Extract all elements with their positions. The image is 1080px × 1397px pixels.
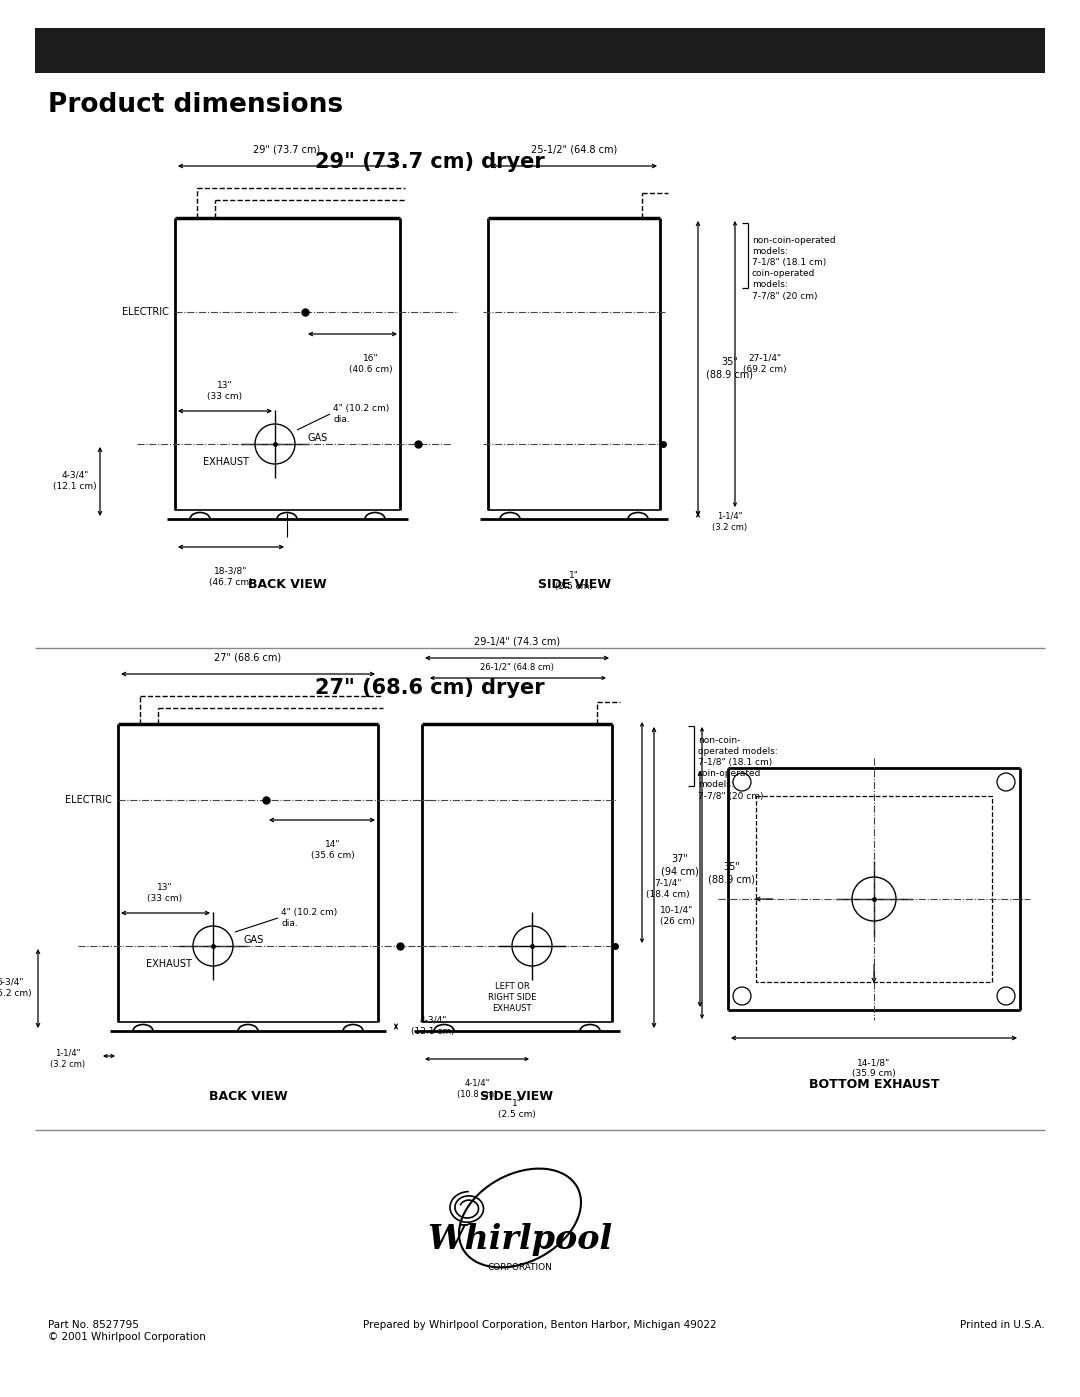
Bar [756, 796, 993, 982]
Text: EXHAUST: EXHAUST [203, 457, 248, 467]
Text: 13"
(33 cm): 13" (33 cm) [148, 883, 183, 902]
Text: EXHAUST: EXHAUST [146, 958, 192, 970]
Text: 1-1/4"
(3.2 cm): 1-1/4" (3.2 cm) [51, 1049, 85, 1069]
Text: 1-1/4"
(3.2 cm): 1-1/4" (3.2 cm) [713, 511, 747, 532]
Text: 14-1/8"
(35.9 cm): 14-1/8" (35.9 cm) [852, 1058, 896, 1078]
Text: BACK VIEW: BACK VIEW [247, 578, 326, 591]
Text: 16"
(40.6 cm): 16" (40.6 cm) [349, 353, 393, 374]
Text: BOTTOM EXHAUST: BOTTOM EXHAUST [809, 1078, 940, 1091]
Text: 4" (10.2 cm)
dia.: 4" (10.2 cm) dia. [333, 404, 389, 425]
Text: 1"
(2.5 cm): 1" (2.5 cm) [555, 571, 593, 591]
Text: Prepared by Whirlpool Corporation, Benton Harbor, Michigan 49022: Prepared by Whirlpool Corporation, Bento… [363, 1320, 717, 1330]
Text: 35"
(88.9 cm): 35" (88.9 cm) [708, 862, 756, 884]
Text: SIDE VIEW: SIDE VIEW [538, 578, 610, 591]
Text: LEFT OR
RIGHT SIDE
EXHAUST: LEFT OR RIGHT SIDE EXHAUST [488, 982, 536, 1013]
Text: 13"
(33 cm): 13" (33 cm) [207, 381, 243, 401]
Text: 4-3/4"
(12.1 cm): 4-3/4" (12.1 cm) [53, 471, 97, 492]
Text: 27" (68.6 cm): 27" (68.6 cm) [215, 652, 282, 664]
Text: 29" (73.7 cm): 29" (73.7 cm) [254, 145, 321, 155]
Text: 25-1/2" (64.8 cm): 25-1/2" (64.8 cm) [531, 145, 617, 155]
Text: 29" (73.7 cm) dryer: 29" (73.7 cm) dryer [315, 152, 545, 172]
Text: Printed in U.S.A.: Printed in U.S.A. [960, 1320, 1045, 1330]
Text: 27-1/4"
(69.2 cm): 27-1/4" (69.2 cm) [743, 353, 787, 374]
Text: 14"
(35.6 cm): 14" (35.6 cm) [311, 840, 355, 861]
Bar [35, 28, 1045, 73]
Text: 37"
(94 cm): 37" (94 cm) [661, 854, 699, 876]
Text: 6-3/4"
(15.2 cm): 6-3/4" (15.2 cm) [0, 978, 31, 997]
Text: 29-1/4" (74.3 cm): 29-1/4" (74.3 cm) [474, 637, 561, 647]
Text: 7-1/4"
(18.4 cm): 7-1/4" (18.4 cm) [646, 879, 690, 900]
Text: 26-1/2" (64.8 cm): 26-1/2" (64.8 cm) [481, 664, 554, 672]
Text: CORPORATION: CORPORATION [487, 1263, 553, 1273]
Text: 1"
(2.5 cm): 1" (2.5 cm) [498, 1099, 536, 1119]
Text: 10-1/4"
(26 cm): 10-1/4" (26 cm) [660, 905, 694, 926]
Text: non-coin-
operated models:
7-1/8" (18.1 cm)
coin-operated
models:
7-7/8" (20 cm): non-coin- operated models: 7-1/8" (18.1 … [698, 736, 778, 800]
Text: Part No. 8527795
© 2001 Whirlpool Corporation: Part No. 8527795 © 2001 Whirlpool Corpor… [48, 1320, 206, 1343]
Text: Whirlpool: Whirlpool [428, 1224, 612, 1256]
Text: ELECTRIC: ELECTRIC [122, 307, 168, 317]
Text: 27" (68.6 cm) dryer: 27" (68.6 cm) dryer [315, 678, 544, 698]
Text: 4-3/4"
(12.1 cm): 4-3/4" (12.1 cm) [411, 1016, 455, 1037]
Text: SIDE VIEW: SIDE VIEW [481, 1091, 554, 1104]
Text: GAS: GAS [307, 433, 327, 443]
Text: GAS: GAS [243, 935, 264, 944]
Text: non-coin-operated
models:
7-1/8" (18.1 cm)
coin-operated
models:
7-7/8" (20 cm): non-coin-operated models: 7-1/8" (18.1 c… [752, 236, 836, 300]
Text: 18-3/8"
(46.7 cm): 18-3/8" (46.7 cm) [210, 567, 253, 587]
Text: Product dimensions: Product dimensions [48, 92, 343, 117]
Text: BACK VIEW: BACK VIEW [208, 1091, 287, 1104]
Text: 4-1/4"
(10.8 cm): 4-1/4" (10.8 cm) [457, 1078, 497, 1099]
Text: ELECTRIC: ELECTRIC [65, 795, 112, 805]
Text: 4" (10.2 cm)
dia.: 4" (10.2 cm) dia. [281, 908, 337, 928]
Text: 35"
(88.9 cm): 35" (88.9 cm) [706, 356, 754, 379]
